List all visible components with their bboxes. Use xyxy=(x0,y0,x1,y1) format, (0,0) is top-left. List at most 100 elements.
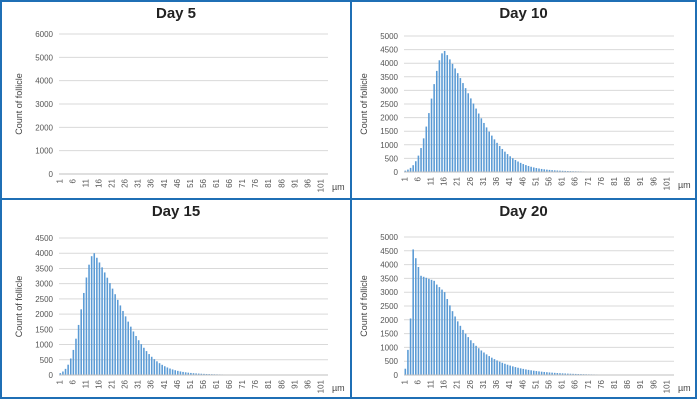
histogram-bar xyxy=(156,361,158,375)
histogram-bar xyxy=(540,168,543,172)
histogram-bar xyxy=(137,340,140,375)
histogram-bar xyxy=(464,333,467,375)
histogram-bar xyxy=(428,278,430,375)
x-tick-label: 1 xyxy=(55,379,64,384)
histogram-bar xyxy=(569,373,572,375)
histogram-bar xyxy=(470,98,472,172)
y-tick-label: 500 xyxy=(385,357,399,366)
histogram-bar xyxy=(404,368,407,375)
x-tick-label: 1 xyxy=(55,178,64,183)
histogram-bar xyxy=(556,170,559,172)
histogram-bar xyxy=(470,340,472,375)
histogram-day-10: 0 500 1000 1500 2000 2500 3000 3500 4000 4500 5000… xyxy=(359,32,691,190)
histogram-bar xyxy=(546,169,548,172)
histogram-bar xyxy=(459,325,462,375)
chart-panel-day-5: Day 5 0 1000 2000 3000 4000 5000 6000 1 6 11 16 21 2… xyxy=(2,2,350,198)
y-tick-label: 3500 xyxy=(35,264,53,273)
histogram-bar xyxy=(559,373,561,375)
histogram-bar xyxy=(525,165,527,172)
histogram-bar xyxy=(517,161,519,172)
x-tick-label: 81 xyxy=(610,176,619,185)
x-tick-label: 6 xyxy=(68,178,77,183)
chart-panel-day-20: Day 20 0 500 1000 1500 2000 2500 3000 3500 4000 4… xyxy=(352,200,695,397)
x-tick-label: 21 xyxy=(108,178,117,187)
histogram-bar xyxy=(480,118,483,172)
histogram-bar xyxy=(171,369,174,375)
x-tick-label: 16 xyxy=(94,178,103,187)
histogram-bar xyxy=(422,138,425,172)
histogram-bar xyxy=(184,372,187,375)
histogram-bar xyxy=(438,60,441,172)
histogram-bar xyxy=(417,267,420,375)
x-tick-label: 51 xyxy=(186,178,195,187)
x-tick-label: 56 xyxy=(544,379,553,388)
x-tick-label: 81 xyxy=(264,178,273,187)
histogram-day-20: 0 500 1000 1500 2000 2500 3000 3500 4000 4500 5000… xyxy=(359,233,691,393)
y-tick-label: 0 xyxy=(394,168,399,177)
x-tick-label: 46 xyxy=(173,178,182,187)
y-axis-label: Count of follicle xyxy=(359,275,369,337)
histogram-bar xyxy=(456,321,459,375)
x-tick-label: 26 xyxy=(466,176,475,185)
histogram-bar xyxy=(519,368,522,375)
histogram-bar xyxy=(561,373,564,375)
x-axis-label: µm xyxy=(332,383,345,393)
histogram-bar xyxy=(111,288,114,375)
x-tick-label: 56 xyxy=(544,176,553,185)
x-tick-label: 1 xyxy=(400,176,409,181)
x-tick-label: 91 xyxy=(636,176,645,185)
histogram-bar xyxy=(509,365,511,375)
histogram-bar xyxy=(514,159,517,172)
histogram-bar xyxy=(130,326,132,375)
histogram-bar xyxy=(192,373,195,375)
histogram-bar xyxy=(564,170,566,172)
histogram-bar xyxy=(564,373,566,375)
histogram-bar xyxy=(553,170,556,172)
histogram-bar xyxy=(483,122,485,172)
x-tick-label: 21 xyxy=(108,379,117,388)
x-tick-label: 31 xyxy=(134,178,143,187)
histogram-bar xyxy=(425,277,428,375)
histogram-bar xyxy=(551,170,553,172)
x-tick-label: 11 xyxy=(81,178,90,187)
histogram-bar xyxy=(475,345,477,375)
histogram-bar xyxy=(527,165,530,172)
y-tick-label: 4000 xyxy=(35,249,53,258)
histogram-bar xyxy=(498,146,501,172)
histogram-bar xyxy=(96,257,98,375)
x-tick-label: 96 xyxy=(303,178,312,187)
x-tick-label: 46 xyxy=(518,176,527,185)
x-tick-label: 26 xyxy=(466,379,475,388)
histogram-bar xyxy=(93,253,96,375)
panel-divider-horizontal xyxy=(0,198,697,200)
histogram-bar xyxy=(462,83,464,172)
y-tick-label: 3500 xyxy=(380,274,398,283)
x-tick-label: 51 xyxy=(531,176,540,185)
y-tick-label: 2000 xyxy=(35,310,53,319)
x-tick-label: 91 xyxy=(636,379,645,388)
chart-title: Day 10 xyxy=(499,5,548,22)
histogram-bar xyxy=(522,368,525,375)
x-tick-label: 41 xyxy=(505,176,514,185)
y-tick-label: 2000 xyxy=(35,123,53,132)
x-tick-label: 96 xyxy=(303,379,312,388)
x-tick-label: 36 xyxy=(147,178,156,187)
y-tick-label: 500 xyxy=(40,356,54,365)
y-tick-label: 4500 xyxy=(35,234,53,243)
histogram-bar xyxy=(200,373,203,375)
x-tick-label: 91 xyxy=(290,178,299,187)
histogram-bar xyxy=(567,373,569,375)
histogram-bar xyxy=(433,280,435,375)
histogram-bar xyxy=(530,166,532,172)
x-tick-label: 91 xyxy=(290,379,299,388)
histogram-bar xyxy=(530,370,532,375)
x-tick-label: 76 xyxy=(597,176,606,185)
x-tick-label: 41 xyxy=(160,178,169,187)
y-tick-label: 4500 xyxy=(380,46,398,55)
histogram-bar xyxy=(485,354,488,375)
y-tick-label: 3000 xyxy=(35,100,53,109)
histogram-bar xyxy=(59,373,62,375)
histogram-bar xyxy=(182,371,184,375)
histogram-bar xyxy=(572,373,574,375)
histogram-bar xyxy=(491,357,493,375)
